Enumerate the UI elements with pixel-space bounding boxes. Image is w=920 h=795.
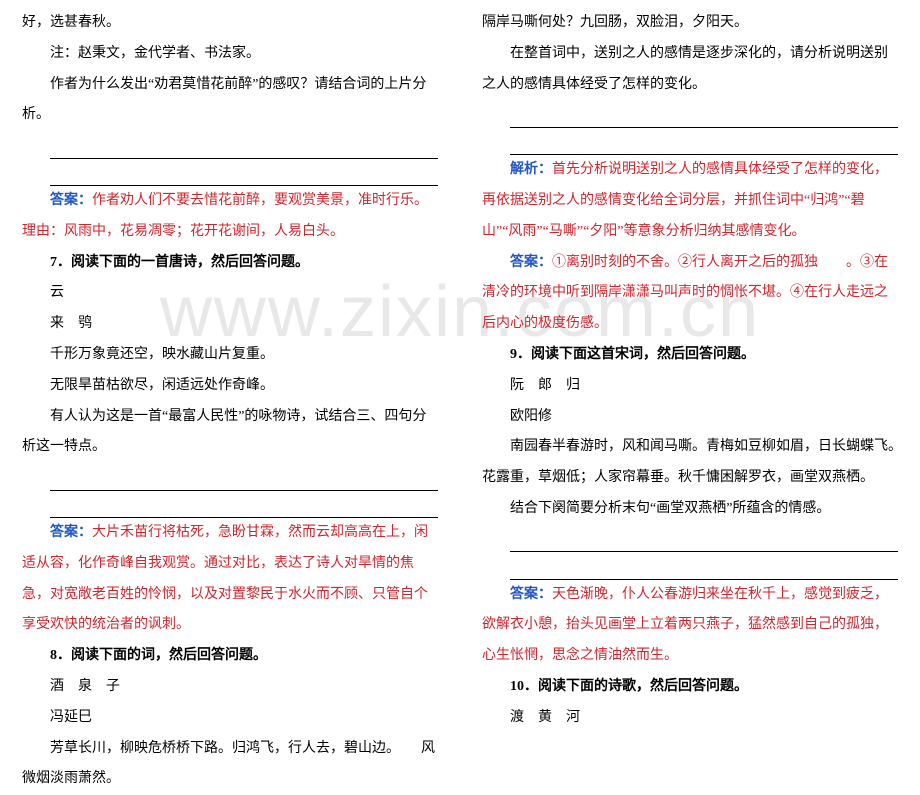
answer-blank	[510, 529, 898, 552]
answer-blank	[50, 467, 438, 490]
question-8: 8．阅读下面的词，然后回答问题。	[22, 641, 438, 672]
answer-label: 答案：	[50, 525, 92, 540]
poem-author: 来 鸮	[22, 309, 438, 340]
left-column: 好，选甚春秋。 注：赵秉文，金代学者、书法家。 作者为什么发出“劝君莫惜花前醉”…	[0, 0, 460, 795]
right-column: 隔岸马嘶何处？九回肠，双脸泪，夕阳天。 在整首词中，送别之人的感情是逐步深化的，…	[460, 0, 920, 795]
answer-text: 大片禾苗行将枯死，急盼甘霖，然而云却高高在上，闲适从容，化作奇峰自我观赏。通过对…	[22, 525, 428, 632]
poem-title: 云	[22, 278, 438, 309]
analysis-block: 解析：首先分析说明送别之人的感情具体经受了怎样的变化，再依据送别之人的感情变化给…	[482, 155, 898, 247]
question-9: 9．阅读下面这首宋词，然后回答问题。	[482, 340, 898, 371]
poem-title: 阮 郎 归	[482, 371, 898, 402]
text-question: 有人认为这是一首“最富人民性”的咏物诗，试结合三、四句分析这一特点。	[22, 402, 438, 464]
answer-block: 答案：天色渐晚，仆人公春游归来坐在秋千上，感觉到疲乏，欲解衣小憩，抬头见画堂上立…	[482, 580, 898, 672]
poem-title: 渡 黄 河	[482, 703, 898, 734]
answer-blank	[50, 495, 438, 518]
poem-line: 芳草长川，柳映危桥桥下路。归鸿飞，行人去，碧山边。 风微烟淡雨萧然。	[22, 734, 438, 795]
poem-line: 南园春半春游时，风和闻马嘶。青梅如豆柳如眉，日长蝴蝶飞。 花露重，草烟低；人家帘…	[482, 432, 898, 494]
answer-blank	[50, 135, 438, 158]
answer-label: 答案：	[510, 587, 552, 602]
question-10: 10．阅读下面的诗歌，然后回答问题。	[482, 672, 898, 703]
poem-line: 隔岸马嘶何处？九回肠，双脸泪，夕阳天。	[482, 8, 898, 39]
answer-blank	[510, 104, 898, 127]
question-7: 7．阅读下面的一首唐诗，然后回答问题。	[22, 248, 438, 279]
text-note: 注：赵秉文，金代学者、书法家。	[22, 39, 438, 70]
answer-block: 答案：大片禾苗行将枯死，急盼甘霖，然而云却高高在上，闲适从容，化作奇峰自我观赏。…	[22, 518, 438, 641]
text-question: 作者为什么发出“劝君莫惜花前醉”的感叹？请结合词的上片分析。	[22, 70, 438, 132]
poem-author: 冯延巳	[22, 703, 438, 734]
text-question: 在整首词中，送别之人的感情是逐步深化的，请分析说明送别之人的感情具体经受了怎样的…	[482, 39, 898, 101]
answer-block: 答案：①离别时刻的不舍。②行人离开之后的孤独 。③在清冷的环境中听到隔岸潇潇马叫…	[482, 248, 898, 340]
answer-blank	[510, 556, 898, 579]
page-two-column: 好，选甚春秋。 注：赵秉文，金代学者、书法家。 作者为什么发出“劝君莫惜花前醉”…	[0, 0, 920, 795]
text-line: 好，选甚春秋。	[22, 8, 438, 39]
poem-line: 千形万象竟还空，映水藏山片复重。	[22, 340, 438, 371]
answer-label: 答案：	[510, 255, 552, 270]
answer-block: 答案：作者劝人们不要去惜花前醉，要观赏美景，准时行乐。理由：风雨中，花易凋零；花…	[22, 186, 438, 248]
poem-line: 无限旱苗枯欲尽，闲适远处作奇峰。	[22, 371, 438, 402]
answer-blank	[510, 132, 898, 155]
answer-label: 答案：	[50, 193, 92, 208]
analysis-label: 解析：	[510, 162, 552, 177]
text-question: 结合下阕简要分析末句“画堂双燕栖”所蕴含的情感。	[482, 494, 898, 525]
poem-author: 欧阳修	[482, 402, 898, 433]
poem-title: 酒 泉 子	[22, 672, 438, 703]
answer-blank	[50, 163, 438, 186]
